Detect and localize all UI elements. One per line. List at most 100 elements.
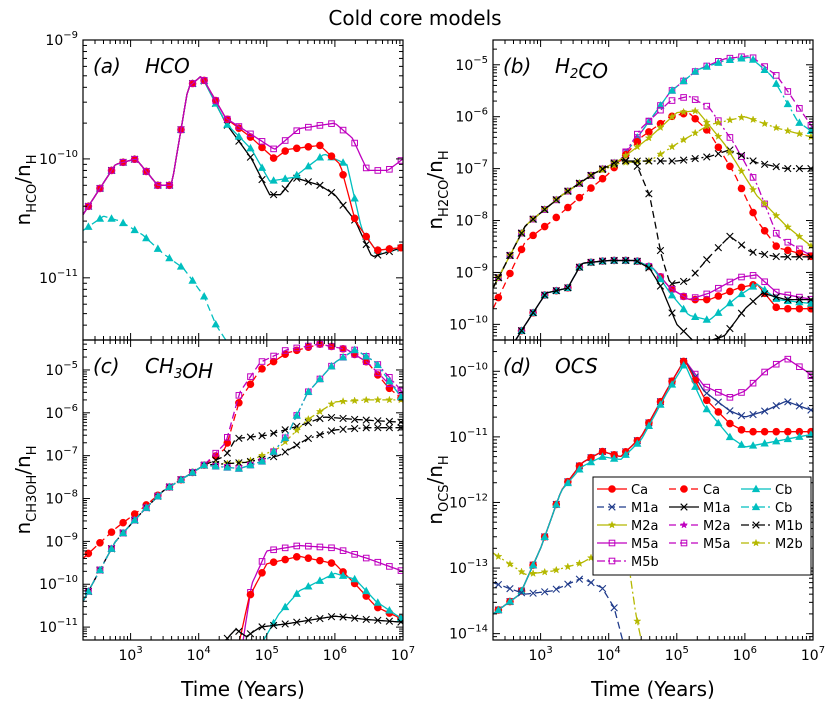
- marker-M1b: [714, 149, 723, 158]
- marker-Ca: [84, 549, 93, 558]
- marker-Ca: [772, 303, 781, 312]
- marker-Cb: [795, 118, 804, 126]
- marker-M5a: [177, 126, 185, 133]
- marker-Cb: [130, 225, 139, 234]
- panel-label: (a): [93, 54, 121, 78]
- legend-marker: [751, 538, 761, 547]
- series-line-Cb: [83, 349, 403, 602]
- tick-label: 10−10: [39, 574, 78, 593]
- panel-frame: [82, 339, 404, 641]
- legend-marker: [751, 502, 761, 511]
- panel-a: 10−11 10−10 10−9 (a) HCO nHCO/nH: [11, 30, 404, 341]
- marker-M5a: [189, 80, 196, 87]
- marker-Cb: [292, 589, 301, 597]
- marker-Ca: [292, 144, 301, 153]
- marker-Ca: [702, 295, 711, 304]
- marker-Ca: [749, 208, 757, 217]
- marker-Cb: [563, 478, 572, 487]
- marker-M1b: [749, 157, 757, 165]
- marker-M5a: [374, 558, 382, 566]
- series-line-M5a: [514, 259, 813, 340]
- marker-M1b: [760, 160, 769, 168]
- marker-M5a: [212, 97, 220, 104]
- tick-label: 10−14: [449, 624, 488, 643]
- marker-Ca: [737, 184, 746, 193]
- marker-M1a: [679, 327, 688, 335]
- marker-M5a: [200, 77, 208, 84]
- marker-M2b: [517, 567, 526, 576]
- marker-Ca: [540, 222, 549, 231]
- marker-M1a: [587, 171, 595, 180]
- marker-M2a: [679, 107, 688, 116]
- marker-Ca: [281, 555, 289, 564]
- tick-label: 10−6: [45, 403, 78, 422]
- marker-Ca: [760, 427, 769, 436]
- marker-Cb: [165, 482, 174, 491]
- marker-M1a: [737, 241, 746, 249]
- marker-M1a: [374, 616, 382, 625]
- marker-M1a: [327, 613, 336, 621]
- marker-M1a: [517, 589, 526, 597]
- legend-marker: [680, 485, 688, 493]
- marker-M1a: [749, 410, 757, 419]
- marker-Cb: [142, 233, 151, 242]
- marker-Ca: [495, 364, 502, 371]
- marker-M5a: [339, 547, 347, 554]
- marker-Cb: [760, 439, 769, 447]
- marker-M2a: [772, 211, 781, 220]
- marker-Cb: [540, 532, 549, 541]
- marker-M5a: [258, 558, 266, 565]
- series-line-Cb: [83, 215, 227, 340]
- legend-marker: [608, 485, 616, 493]
- marker-M2a: [714, 132, 723, 141]
- marker-Cb: [748, 55, 758, 63]
- tick-label: 10−7: [455, 159, 488, 178]
- marker-M5b: [772, 229, 780, 237]
- marker-M1a: [506, 584, 514, 593]
- marker-M5a: [316, 122, 324, 129]
- legend-label: M5a: [631, 537, 658, 552]
- marker-M2a: [633, 142, 642, 151]
- tick-label: 106: [733, 645, 757, 664]
- marker-Cb: [737, 440, 746, 448]
- marker-M1a: [610, 256, 618, 265]
- tick-label: 10−10: [39, 149, 78, 168]
- marker-M5b: [634, 130, 641, 138]
- marker-M1a: [772, 402, 780, 410]
- series-line-M1a: [225, 615, 403, 640]
- marker-Cb: [783, 99, 792, 108]
- legend-label: Ca: [631, 483, 648, 498]
- marker-M5a: [507, 346, 513, 352]
- marker-M2b: [679, 135, 688, 144]
- marker-Cb: [505, 597, 515, 605]
- marker-M2b: [315, 407, 325, 416]
- y-axis-label: nHCO/nH: [11, 155, 40, 226]
- marker-Cb: [142, 503, 151, 511]
- marker-M1a: [529, 589, 537, 597]
- marker-Cb: [153, 244, 162, 252]
- marker-Cb: [281, 174, 290, 182]
- marker-M1a: [385, 617, 394, 625]
- marker-M2b: [528, 569, 538, 577]
- marker-M2b: [373, 395, 383, 404]
- legend-marker: [608, 557, 616, 565]
- marker-Ca: [316, 556, 324, 565]
- marker-Ca: [258, 365, 266, 373]
- marker-M5a: [351, 551, 358, 558]
- marker-M1a: [540, 588, 549, 596]
- marker-Cb: [292, 411, 301, 419]
- panel-label: (b): [503, 54, 531, 78]
- legend-label: M2b: [775, 537, 803, 552]
- marker-Ca: [506, 269, 514, 278]
- marker-Ca: [327, 559, 336, 567]
- marker-M1a: [807, 406, 813, 414]
- marker-M1a: [691, 269, 699, 277]
- marker-Cb: [304, 582, 313, 590]
- marker-M1a: [304, 178, 313, 186]
- marker-M5a: [293, 542, 301, 550]
- tick-label: 10−9: [455, 262, 488, 281]
- series-line-Cb: [514, 259, 813, 340]
- marker-Cb: [772, 79, 781, 87]
- marker-Cb: [385, 376, 394, 385]
- marker-M2b: [656, 149, 665, 158]
